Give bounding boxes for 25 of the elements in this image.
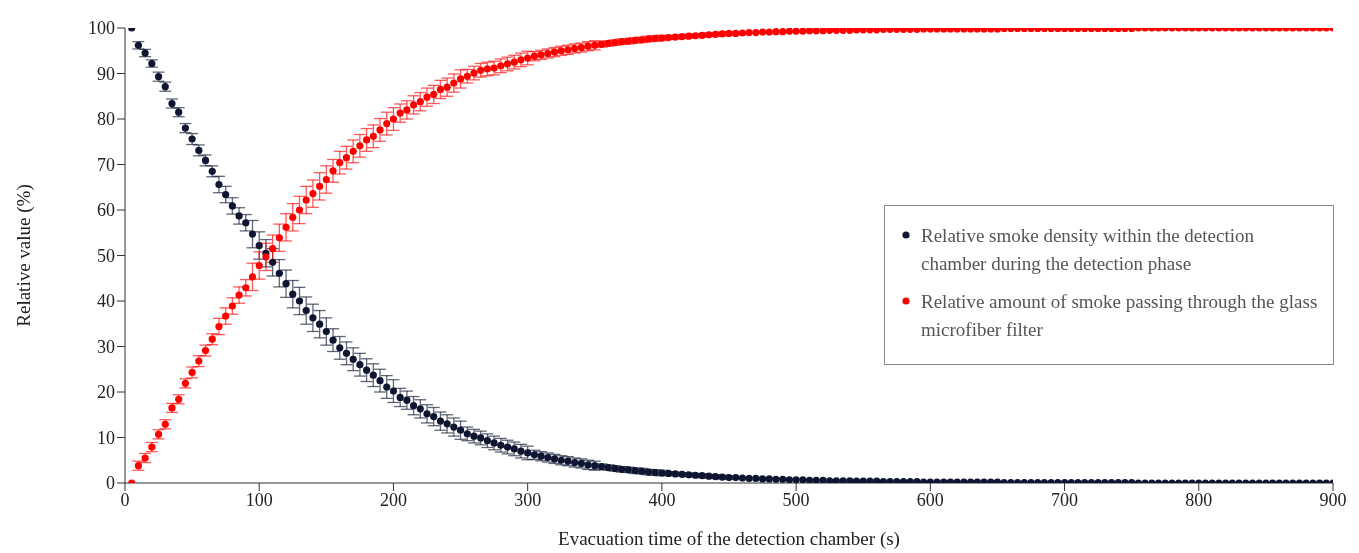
x-tick-label: 200: [379, 489, 407, 510]
y-tick-label: 0: [106, 473, 115, 494]
y-tick-label: 70: [97, 154, 115, 175]
x-tick-label: 700: [1051, 489, 1079, 510]
x-tick-label: 900: [1319, 489, 1347, 510]
x-axis-title: Evacuation time of the detection chamber (s): [558, 528, 900, 550]
legend-label: Relative smoke density within the detection chamber during the detection phase: [921, 224, 1255, 276]
y-tick-label: 30: [97, 336, 115, 357]
y-tick-label: 20: [97, 382, 115, 403]
x-tick-label: 600: [916, 489, 944, 510]
x-tick-label: 300: [514, 489, 542, 510]
x-tick-label: 400: [648, 489, 676, 510]
y-tick-label: 80: [97, 109, 115, 130]
y-tick-label: 90: [97, 63, 115, 84]
y-tick-label: 50: [97, 245, 115, 266]
legend-label: Relative amount of smoke passing through the glass microfiber filter: [921, 290, 1319, 342]
y-tick-label: 60: [97, 200, 115, 221]
y-tick-label: 100: [88, 18, 115, 39]
x-tick-label: 100: [245, 489, 273, 510]
y-tick-label: 40: [97, 291, 115, 312]
y-tick-label: 10: [97, 427, 115, 448]
y-axis-title: Relative value (%): [12, 184, 35, 327]
x-tick-label: 0: [120, 489, 130, 510]
x-tick-label: 800: [1185, 489, 1213, 510]
x-tick-label: 500: [782, 489, 810, 510]
